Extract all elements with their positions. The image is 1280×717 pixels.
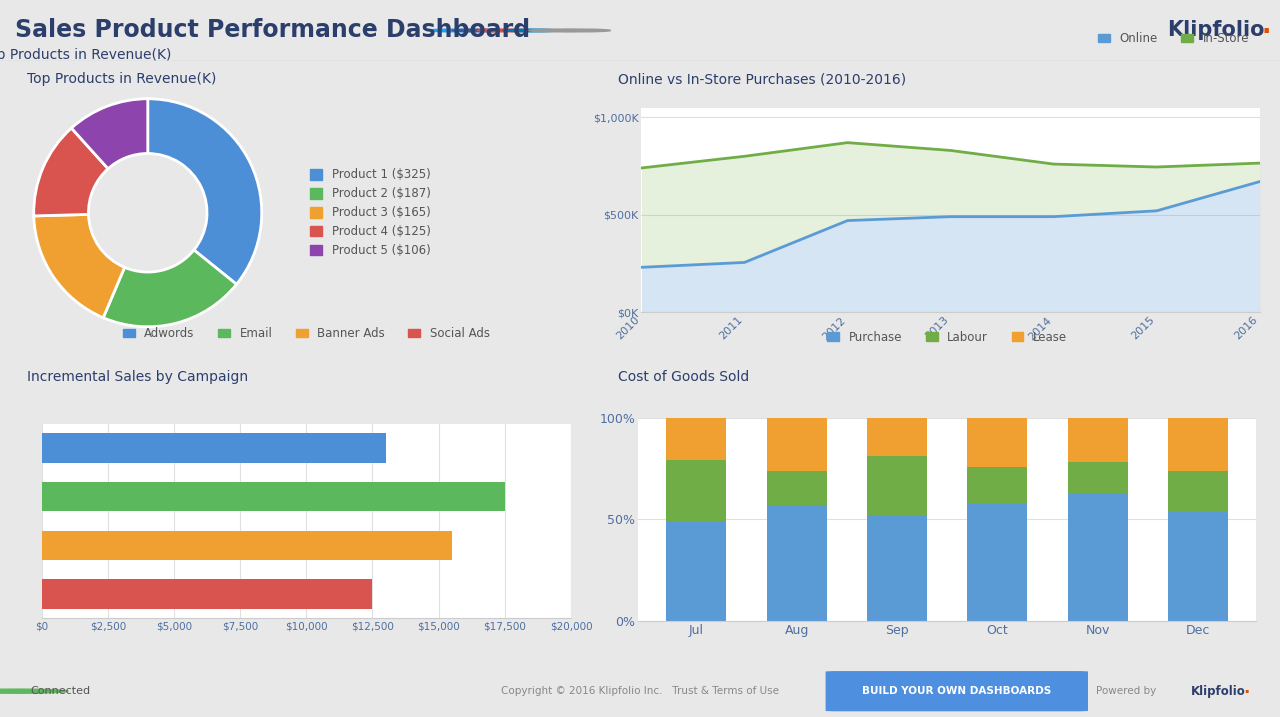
Legend: Purchase, Labour, Lease: Purchase, Labour, Lease	[823, 326, 1071, 348]
Bar	[1167, 470, 1229, 511]
Text: ·: ·	[1262, 19, 1271, 44]
Circle shape	[529, 29, 585, 32]
Legend: Adwords, Email, Banner Ads, Social Ads: Adwords, Email, Banner Ads, Social Ads	[118, 323, 494, 345]
Bar	[1068, 493, 1128, 622]
Bar	[867, 418, 927, 457]
Text: Sales Product Performance Dashboard: Sales Product Performance Dashboard	[15, 19, 530, 42]
Text: Top Products in Revenue(K): Top Products in Revenue(K)	[27, 72, 216, 87]
Bar	[1068, 418, 1128, 462]
Text: Powered by: Powered by	[1096, 686, 1156, 696]
Wedge shape	[104, 250, 237, 327]
Bar	[42, 482, 504, 511]
Text: Cost of Goods Sold: Cost of Goods Sold	[618, 370, 749, 384]
Bar	[1167, 418, 1229, 470]
Bar	[968, 418, 1028, 467]
Circle shape	[554, 29, 611, 32]
Text: Top Products in Revenue(K): Top Products in Revenue(K)	[0, 48, 172, 62]
Circle shape	[503, 29, 559, 32]
Circle shape	[452, 29, 508, 32]
Text: ·: ·	[1243, 684, 1249, 702]
Wedge shape	[33, 128, 108, 216]
Bar	[767, 418, 827, 470]
Bar	[1068, 462, 1128, 493]
Bar	[968, 503, 1028, 622]
Circle shape	[477, 29, 534, 32]
Text: Incremental Sales by Campaign: Incremental Sales by Campaign	[27, 370, 248, 384]
Bar	[867, 516, 927, 622]
Circle shape	[0, 689, 68, 693]
FancyBboxPatch shape	[826, 671, 1088, 711]
Text: Connected: Connected	[31, 686, 91, 696]
Bar	[42, 433, 385, 462]
Bar	[42, 579, 372, 609]
Bar	[968, 467, 1028, 503]
Legend: Product 1 ($325), Product 2 ($187), Product 3 ($165), Product 4 ($125), Product : Product 1 ($325), Product 2 ($187), Prod…	[311, 168, 430, 257]
Text: Klipfolio: Klipfolio	[1190, 685, 1245, 698]
Bar	[767, 470, 827, 505]
Wedge shape	[33, 214, 124, 318]
Wedge shape	[147, 99, 261, 284]
Bar	[666, 460, 726, 521]
Bar	[867, 457, 927, 516]
Text: BUILD YOUR OWN DASHBOARDS: BUILD YOUR OWN DASHBOARDS	[863, 686, 1051, 696]
Bar	[666, 418, 726, 460]
Bar	[666, 521, 726, 622]
Bar	[1167, 511, 1229, 622]
Bar	[767, 505, 827, 622]
Text: Online vs In-Store Purchases (2010-2016): Online vs In-Store Purchases (2010-2016)	[618, 72, 906, 87]
Text: Klipfolio: Klipfolio	[1167, 21, 1265, 40]
Wedge shape	[72, 99, 147, 168]
Text: Copyright © 2016 Klipfolio Inc.   Trust & Terms of Use: Copyright © 2016 Klipfolio Inc. Trust & …	[500, 686, 780, 696]
Circle shape	[426, 29, 483, 32]
Bar	[42, 531, 452, 560]
Legend: Online, In-Store: Online, In-Store	[1093, 27, 1254, 50]
